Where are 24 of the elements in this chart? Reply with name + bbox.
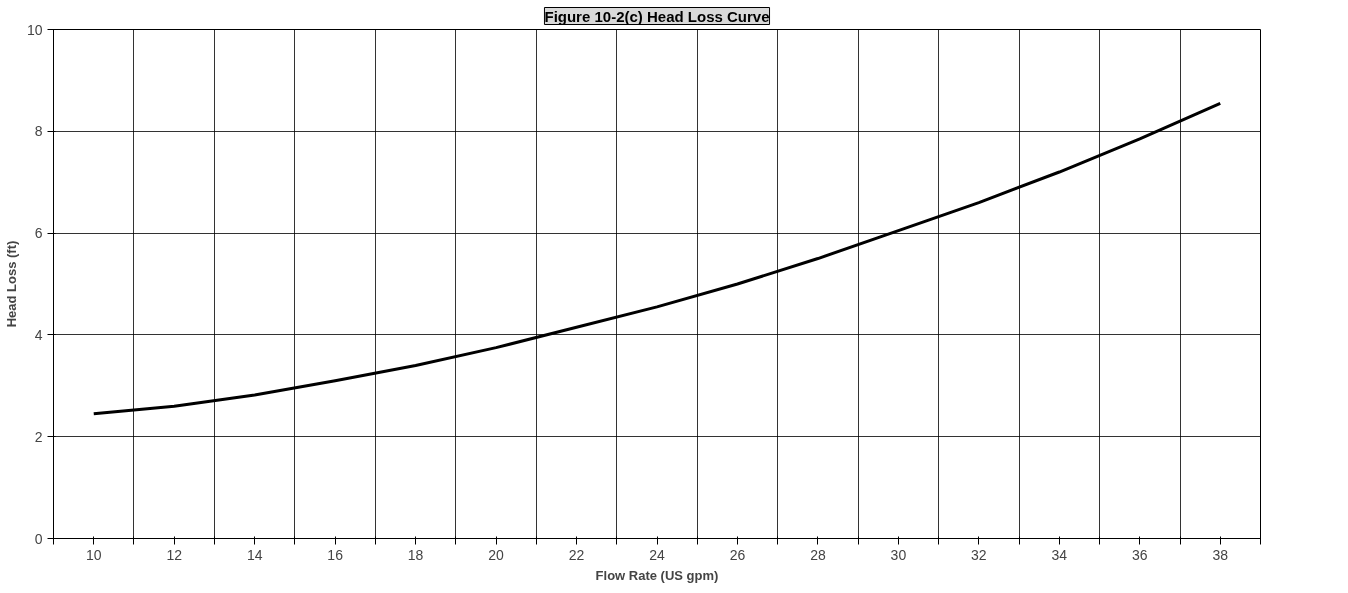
y-tick-label: 6	[34, 225, 43, 242]
x-tick-label: 26	[729, 546, 746, 563]
y-tick-label: 10	[26, 21, 43, 38]
chart-title: Figure 10-2(c) Head Loss Curve	[544, 7, 770, 25]
x-tick-label: 34	[1051, 546, 1068, 563]
x-tick-label: 10	[85, 546, 102, 563]
x-axis-title: Flow Rate (US gpm)	[595, 567, 719, 583]
x-tick-label: 38	[1212, 546, 1229, 563]
x-tick-label: 24	[649, 546, 665, 563]
x-tick-label: 32	[971, 546, 987, 563]
y-axis-title: Head Loss (ft)	[3, 240, 19, 328]
x-tick-label: 14	[246, 546, 263, 563]
x-tick-label: 16	[327, 546, 344, 563]
x-tick-label: 12	[166, 546, 183, 563]
x-tick-label: 36	[1132, 546, 1148, 563]
x-tick-label: 18	[407, 546, 424, 563]
y-tick-label: 2	[34, 428, 43, 445]
y-tick-label: 0	[34, 530, 43, 547]
x-tick-label: 30	[890, 546, 907, 563]
y-tick-label: 8	[34, 123, 43, 140]
x-tick-label: 28	[810, 546, 826, 563]
x-tick-label: 22	[568, 546, 585, 563]
x-tick-label: 20	[488, 546, 505, 563]
y-tick-label: 4	[34, 326, 43, 343]
